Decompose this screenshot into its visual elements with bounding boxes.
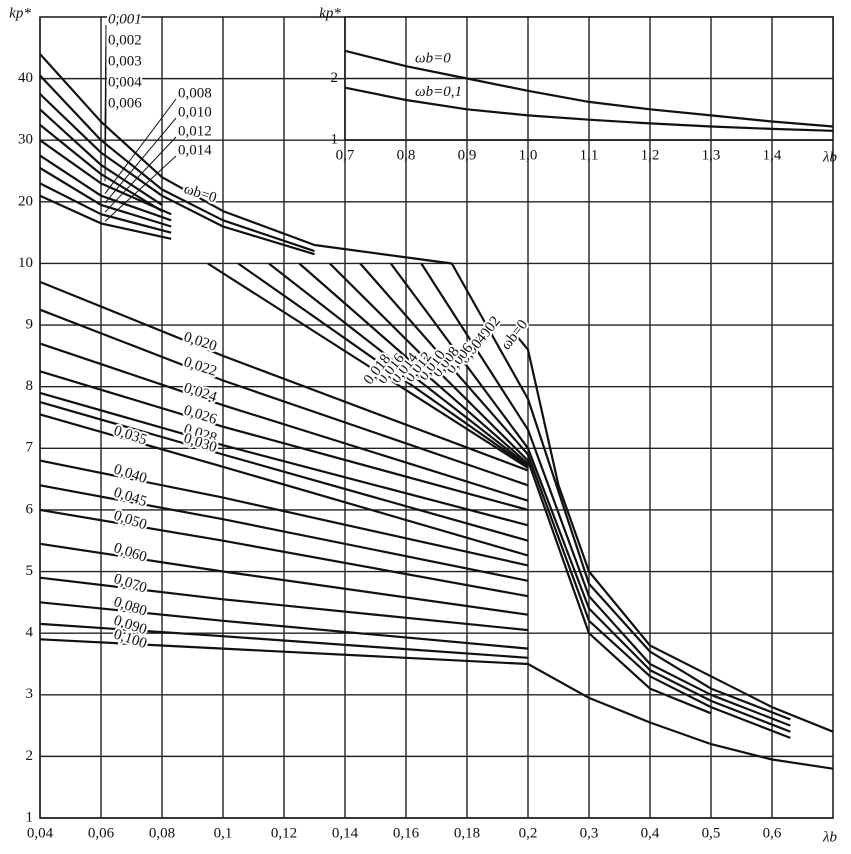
leader-line bbox=[104, 108, 107, 182]
y-axis-label: kp* bbox=[9, 5, 31, 21]
series-line bbox=[39, 194, 172, 240]
x-axis-label: λb bbox=[822, 829, 837, 845]
series-label: ωb=0 bbox=[415, 50, 451, 66]
y-tick-label: 7 bbox=[26, 440, 34, 456]
series-line bbox=[39, 542, 529, 616]
series-label: 0,014 bbox=[178, 142, 212, 158]
series-line bbox=[39, 601, 529, 650]
series-label: 0,001 bbox=[108, 11, 142, 27]
x-axis-label: λb bbox=[822, 149, 837, 165]
series-label: 0,012 bbox=[178, 123, 212, 139]
series-line bbox=[511, 330, 834, 733]
x-tick-label: 1,1 bbox=[580, 147, 599, 163]
series-label: 0,004 bbox=[108, 74, 142, 90]
plot-frame bbox=[39, 16, 834, 819]
y-tick-label: 9 bbox=[26, 317, 34, 333]
y-tick-label: 40 bbox=[18, 70, 33, 86]
series-label: 0,008 bbox=[178, 85, 212, 101]
x-tick-label: 0,8 bbox=[397, 147, 416, 163]
y-axis-label: kp* bbox=[319, 5, 341, 21]
series-line bbox=[39, 182, 172, 234]
series-line bbox=[39, 413, 529, 557]
series-label: 0,003 bbox=[108, 53, 142, 69]
series-line bbox=[420, 262, 791, 727]
y-tick-label: 10 bbox=[18, 255, 33, 271]
x-tick-label: 0,1 bbox=[214, 825, 233, 841]
x-tick-label: 0,6 bbox=[763, 825, 782, 841]
series-line bbox=[389, 262, 791, 733]
series-line bbox=[39, 74, 315, 253]
series-line bbox=[39, 108, 163, 206]
y-tick-label: 6 bbox=[26, 501, 34, 517]
series-line bbox=[39, 508, 529, 598]
series-label: 0,006 bbox=[108, 95, 142, 111]
series-line bbox=[268, 262, 529, 467]
series-line bbox=[39, 622, 529, 659]
series-line bbox=[344, 49, 834, 128]
series-line bbox=[39, 391, 529, 527]
series-line bbox=[39, 638, 834, 770]
y-tick-label: 20 bbox=[18, 193, 33, 209]
x-tick-label: 0,12 bbox=[271, 825, 297, 841]
x-tick-label: 0,5 bbox=[702, 825, 721, 841]
series-line bbox=[39, 53, 452, 265]
x-tick-label: 0,4 bbox=[641, 825, 660, 841]
series-line bbox=[39, 370, 529, 511]
series-line bbox=[237, 262, 529, 468]
y-tick-label: 1 bbox=[331, 131, 339, 147]
series-line bbox=[39, 342, 529, 502]
series-line bbox=[39, 401, 529, 542]
x-tick-label: 0,2 bbox=[519, 825, 538, 841]
y-tick-label: 8 bbox=[26, 378, 34, 394]
series-line bbox=[329, 262, 712, 715]
series-line bbox=[39, 154, 172, 222]
series-line bbox=[39, 139, 172, 216]
series-line bbox=[39, 280, 529, 472]
leader-line bbox=[104, 136, 177, 213]
series-line bbox=[39, 459, 529, 567]
series-label: ωb=0,1 bbox=[415, 84, 462, 100]
x-tick-label: 1,2 bbox=[641, 147, 660, 163]
y-tick-label: 1 bbox=[26, 809, 34, 825]
x-tick-label: 0,9 bbox=[458, 147, 477, 163]
series-line bbox=[359, 262, 791, 739]
x-tick-label: 1,3 bbox=[702, 147, 721, 163]
leader-line bbox=[104, 117, 177, 204]
series-line bbox=[39, 576, 529, 632]
y-tick-label: 2 bbox=[26, 748, 34, 764]
x-tick-label: 1,0 bbox=[519, 147, 538, 163]
x-tick-label: 0,18 bbox=[454, 825, 480, 841]
series-line bbox=[39, 167, 172, 228]
x-tick-label: 0,14 bbox=[332, 825, 359, 841]
x-tick-label: 0,04 bbox=[27, 825, 54, 841]
y-tick-label: 5 bbox=[26, 563, 34, 579]
series-line bbox=[39, 484, 529, 582]
x-tick-label: 0,08 bbox=[149, 825, 175, 841]
x-tick-label: 1,4 bbox=[763, 147, 782, 163]
series-label: 0,002 bbox=[108, 32, 142, 48]
series-line bbox=[39, 123, 163, 213]
series-line bbox=[39, 308, 529, 487]
x-tick-label: 0,3 bbox=[580, 825, 599, 841]
y-tick-label: 4 bbox=[26, 625, 34, 641]
y-tick-label: 2 bbox=[331, 70, 339, 86]
series-label: 0,010 bbox=[178, 104, 212, 120]
x-tick-label: 0,16 bbox=[393, 825, 420, 841]
series-line bbox=[450, 262, 791, 721]
x-tick-label: 0,7 bbox=[336, 147, 355, 163]
series-line bbox=[298, 262, 529, 465]
leader-line bbox=[104, 98, 177, 194]
y-tick-label: 3 bbox=[26, 686, 34, 702]
series-line bbox=[344, 86, 834, 132]
x-tick-label: 0,06 bbox=[88, 825, 115, 841]
y-tick-label: 30 bbox=[18, 132, 33, 148]
series-line bbox=[207, 262, 529, 469]
leader-line bbox=[104, 155, 177, 222]
series-line bbox=[39, 93, 315, 256]
